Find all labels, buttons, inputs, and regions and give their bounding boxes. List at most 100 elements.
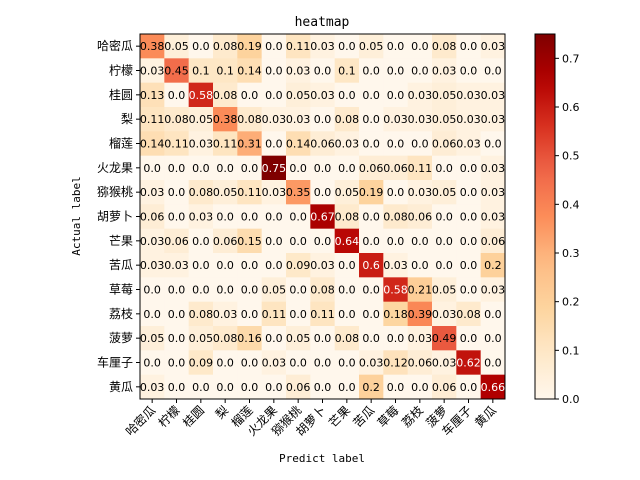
heatmap-cell bbox=[188, 34, 214, 59]
heatmap-cell bbox=[407, 82, 433, 108]
heatmap-cell bbox=[188, 374, 214, 400]
y-tick-label: 榴莲 bbox=[109, 137, 133, 151]
cell-value-label: 0.0 bbox=[241, 162, 259, 175]
heatmap-cell bbox=[237, 228, 263, 254]
heatmap-cell bbox=[456, 180, 482, 205]
cell-value-label: 0.0 bbox=[216, 381, 234, 394]
cell-value-label: 0.75 bbox=[262, 162, 287, 175]
heatmap-cell bbox=[188, 155, 214, 181]
y-tick-label: 胡萝卜 bbox=[97, 210, 133, 224]
cell-value-label: 0.0 bbox=[216, 162, 234, 175]
heatmap-cell bbox=[456, 326, 482, 351]
cell-value-label: 0.0 bbox=[411, 381, 429, 394]
cell-value-label: 0.08 bbox=[383, 211, 408, 224]
cell-value-label: 0.0 bbox=[338, 259, 356, 272]
cell-value-label: 0.0 bbox=[314, 162, 332, 175]
cell-value-label: 0.0 bbox=[460, 211, 478, 224]
cell-value-label: 0.0 bbox=[289, 357, 307, 370]
heatmap-cell bbox=[432, 131, 457, 157]
cell-value-label: 0.0 bbox=[168, 284, 186, 297]
cell-value-label: 0.0 bbox=[460, 186, 478, 199]
heatmap-cell bbox=[261, 180, 287, 205]
heatmap-cell bbox=[286, 58, 311, 84]
cell-value-label: 0.03 bbox=[408, 113, 433, 126]
heatmap-cell bbox=[310, 180, 336, 205]
heatmap-cell bbox=[213, 82, 238, 108]
x-tick-label: 苦瓜 bbox=[350, 403, 377, 430]
heatmap-cell bbox=[286, 82, 311, 108]
cell-value-label: 0.03 bbox=[383, 259, 408, 272]
cell-value-label: 0.0 bbox=[265, 332, 283, 345]
heatmap-cell bbox=[237, 107, 263, 132]
cell-value-label: 0.03 bbox=[481, 113, 506, 126]
cell-value-label: 0.0 bbox=[362, 113, 380, 126]
heatmap-cell bbox=[261, 253, 287, 278]
y-axis-label: Actual label bbox=[70, 176, 83, 255]
heatmap-cell bbox=[164, 131, 190, 157]
cell-value-label: 0.0 bbox=[314, 113, 332, 126]
cell-value-label: 0.0 bbox=[265, 235, 283, 248]
heatmap-cell bbox=[237, 350, 263, 376]
cell-value-label: 0.08 bbox=[189, 186, 214, 199]
heatmap-cell bbox=[456, 82, 482, 108]
colorbar-tick-label: 0.6 bbox=[562, 101, 580, 114]
colorbar-tick-label: 0.7 bbox=[562, 52, 580, 65]
heatmap-cell bbox=[334, 277, 360, 303]
heatmap-cell bbox=[432, 326, 457, 351]
cell-value-label: 0.0 bbox=[411, 65, 429, 78]
heatmap-cell bbox=[261, 155, 287, 181]
cell-value-label: 0.03 bbox=[189, 138, 214, 151]
heatmap-cell bbox=[432, 350, 457, 376]
y-tick-label: 梨 bbox=[121, 112, 133, 126]
cell-value-label: 0.12 bbox=[383, 357, 408, 370]
cell-value-label: 0.08 bbox=[335, 113, 360, 126]
cell-value-label: 0.0 bbox=[265, 40, 283, 53]
heatmap-cell bbox=[456, 131, 482, 157]
heatmap-cell bbox=[213, 180, 238, 205]
cell-value-label: 0.0 bbox=[362, 211, 380, 224]
heatmap-cell bbox=[359, 253, 384, 278]
heatmap-cell bbox=[407, 58, 433, 84]
cell-value-label: 0.15 bbox=[237, 235, 262, 248]
cell-value-label: 0.0 bbox=[338, 357, 356, 370]
cell-value-label: 0.62 bbox=[456, 357, 481, 370]
heatmap-cell bbox=[432, 228, 457, 254]
heatmap-cell bbox=[432, 58, 457, 84]
y-tick-label: 桂圆 bbox=[109, 87, 133, 102]
heatmap-cell bbox=[480, 253, 506, 278]
cell-value-label: 0.06 bbox=[408, 357, 433, 370]
cell-value-label: 0.05 bbox=[213, 186, 238, 199]
cell-value-label: 0.03 bbox=[481, 162, 506, 175]
heatmap-cell bbox=[359, 326, 384, 351]
heatmap-cell bbox=[334, 326, 360, 351]
heatmap-cell bbox=[407, 131, 433, 157]
cell-value-label: 0.08 bbox=[189, 308, 214, 321]
x-axis-label: Predict label bbox=[279, 452, 365, 465]
colorbar-tick-label: 0.5 bbox=[562, 150, 580, 163]
heatmap-cell bbox=[213, 301, 238, 327]
cell-value-label: 0.08 bbox=[310, 284, 335, 297]
heatmap-cell bbox=[237, 34, 263, 59]
cell-value-label: 0.06 bbox=[481, 235, 506, 248]
cell-value-label: 0.06 bbox=[164, 235, 189, 248]
heatmap-cell bbox=[432, 180, 457, 205]
heatmap-cell bbox=[334, 204, 360, 230]
heatmap-cell bbox=[383, 350, 409, 376]
heatmap-cell bbox=[334, 180, 360, 205]
heatmap-cell bbox=[359, 82, 384, 108]
cell-value-label: 0.0 bbox=[338, 162, 356, 175]
cell-value-label: 0.0 bbox=[338, 308, 356, 321]
heatmap-cell bbox=[407, 326, 433, 351]
cell-value-label: 0.11 bbox=[310, 308, 335, 321]
cell-value-label: 0.03 bbox=[432, 357, 457, 370]
cell-value-label: 0.0 bbox=[387, 40, 405, 53]
heatmap-cell bbox=[334, 107, 360, 132]
heatmap-cell bbox=[237, 253, 263, 278]
x-tick-label: 芒果 bbox=[325, 403, 353, 431]
heatmap-cell bbox=[383, 82, 409, 108]
cell-value-label: 0.06 bbox=[286, 381, 311, 394]
cell-value-label: 0.49 bbox=[432, 332, 457, 345]
y-tick-label: 黄瓜 bbox=[109, 380, 133, 394]
heatmap-cell bbox=[334, 131, 360, 157]
